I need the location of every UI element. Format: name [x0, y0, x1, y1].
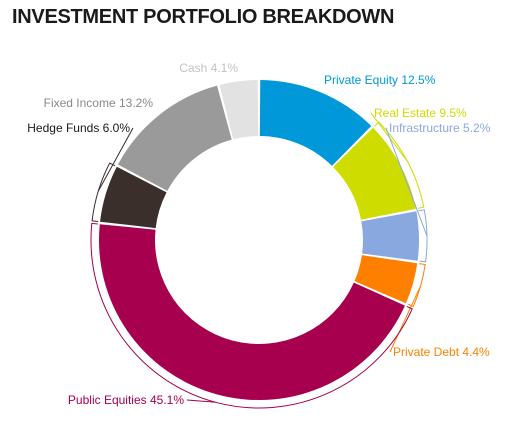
donut-slices — [98, 80, 420, 401]
connector-private-debt — [389, 285, 422, 353]
slice-public-equities — [98, 224, 405, 401]
slice-private-equity — [259, 80, 372, 166]
label-leader-lines — [90, 112, 428, 409]
label-infrastructure: Infrastructure 5.2% — [389, 121, 491, 135]
connector-hedge-funds — [97, 127, 134, 192]
connector-public-equities — [186, 399, 216, 403]
label-cash: Cash 4.1% — [179, 61, 238, 75]
slice-real-estate — [333, 127, 416, 220]
connector-infrastructure — [385, 127, 428, 236]
label-real-estate: Real Estate 9.5% — [374, 106, 467, 120]
slice-infrastructure — [361, 211, 420, 261]
label-hedge-funds: Hedge Funds 6.0% — [27, 121, 130, 135]
label-public-equities: Public Equities 45.1% — [68, 393, 184, 407]
label-private-equity: Private Equity 12.5% — [324, 73, 436, 87]
leader-hedge-funds — [91, 162, 116, 222]
leader-private-debt — [407, 263, 426, 308]
slice-labels: Private Equity 12.5% Real Estate 9.5%Infr… — [27, 61, 490, 407]
slice-hedge-funds — [100, 166, 167, 229]
label-private-debt: Private Debt 4.4% — [393, 345, 490, 359]
slice-cash — [219, 80, 259, 140]
chart-title: INVESTMENT PORTFOLIO BREAKDOWN — [12, 6, 395, 28]
label-fixed-income: Fixed Income 13.2% — [44, 96, 154, 110]
slice-private-debt — [354, 255, 418, 304]
slice-fixed-income — [117, 85, 232, 191]
